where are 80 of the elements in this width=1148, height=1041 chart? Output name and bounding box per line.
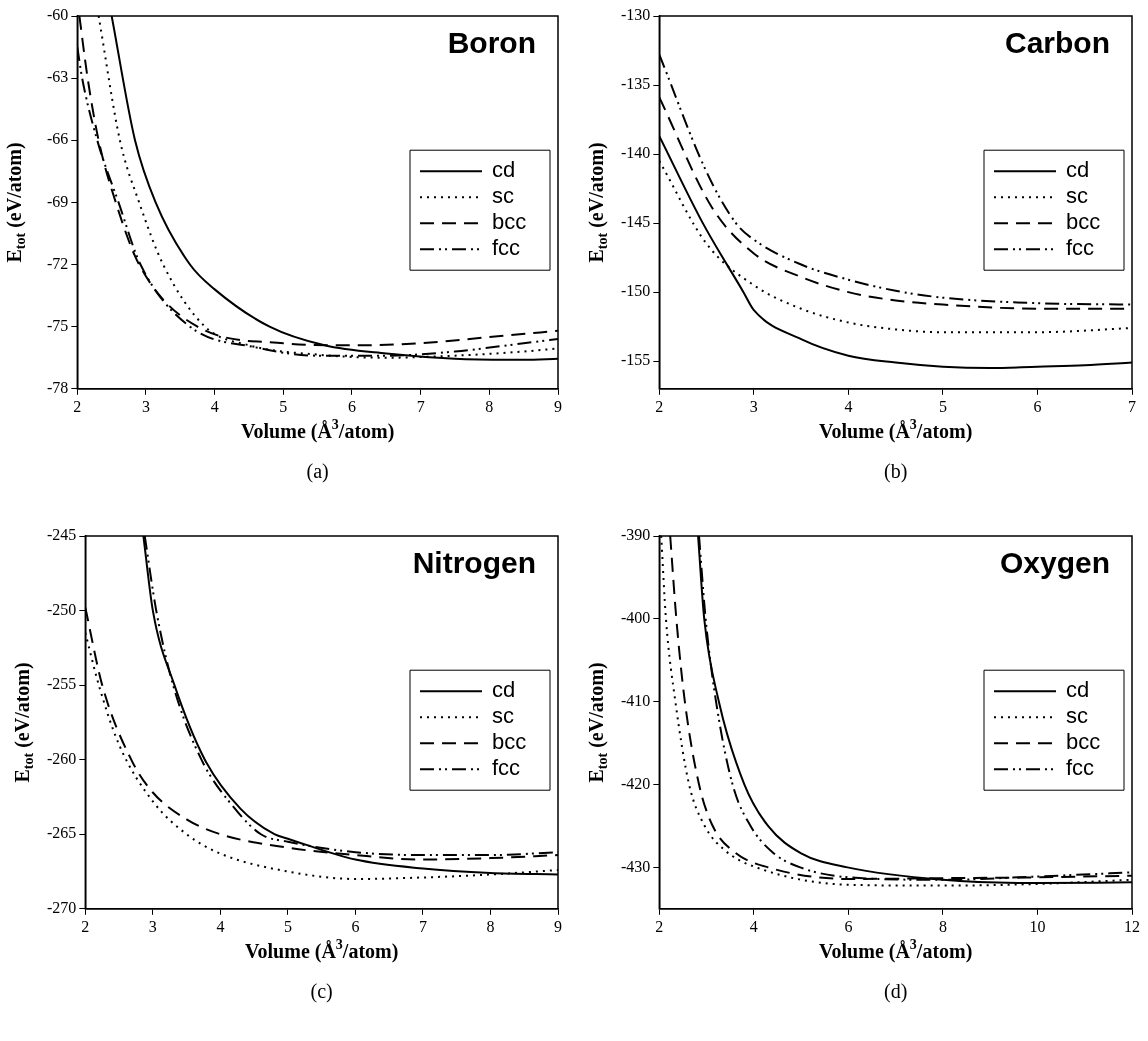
- y-tick-label: -135: [621, 75, 651, 93]
- chart-title: Boron: [447, 26, 536, 60]
- x-tick-label: 4: [210, 397, 219, 415]
- legend-label: fcc: [492, 235, 521, 261]
- y-tick-label: -390: [621, 526, 651, 544]
- y-tick-label: -140: [621, 144, 651, 162]
- x-tick-label: 2: [655, 917, 664, 935]
- y-tick-label: -260: [47, 749, 77, 767]
- y-tick-label: -63: [47, 68, 69, 86]
- y-tick-label: -69: [47, 192, 69, 210]
- text: (d): [884, 980, 908, 1004]
- legend-label: cd: [492, 157, 516, 183]
- text: (c): [310, 980, 333, 1004]
- x-tick-label: 7: [1128, 397, 1136, 415]
- legend-label: fcc: [492, 755, 521, 781]
- x-tick-label: 2: [73, 397, 82, 415]
- y-tick-label: -75: [47, 316, 69, 334]
- legend-label: bcc: [1066, 209, 1101, 235]
- chart-title: Nitrogen: [412, 546, 536, 580]
- y-tick-label: -245: [47, 526, 77, 544]
- y-tick-label: -72: [47, 254, 69, 272]
- legend-label: sc: [1066, 183, 1088, 209]
- text: (b): [884, 460, 908, 484]
- x-tick-label: 2: [81, 917, 90, 935]
- y-tick-label: -60: [47, 6, 69, 24]
- legend-label: bcc: [492, 209, 527, 235]
- x-tick-label: 6: [844, 917, 853, 935]
- y-axis-title: Etot (eV/atom): [584, 142, 610, 263]
- x-tick-label: 8: [485, 397, 494, 415]
- x-tick-label: 5: [938, 397, 947, 415]
- x-tick-label: 5: [283, 917, 292, 935]
- x-tick-label: 4: [844, 397, 853, 415]
- x-tick-label: 8: [938, 917, 947, 935]
- text: (a): [306, 460, 329, 484]
- x-tick-label: 7: [416, 397, 425, 415]
- x-tick-label: 3: [142, 397, 150, 415]
- legend-label: bcc: [1066, 729, 1101, 755]
- y-tick-label: -150: [621, 282, 651, 300]
- y-tick-label: -265: [47, 824, 77, 842]
- x-tick-label: 12: [1124, 917, 1140, 935]
- chart-title: Carbon: [1005, 26, 1110, 60]
- x-tick-label: 10: [1029, 917, 1046, 935]
- y-tick-label: -430: [621, 857, 651, 875]
- legend-label: cd: [1066, 677, 1090, 703]
- y-tick-label: -420: [621, 774, 651, 792]
- x-tick-label: 5: [279, 397, 288, 415]
- legend-label: fcc: [1066, 755, 1095, 781]
- y-tick-label: -400: [621, 609, 651, 627]
- legend-label: sc: [492, 703, 514, 729]
- y-tick-label: -270: [47, 899, 77, 916]
- legend-label: sc: [492, 183, 514, 209]
- x-tick-label: 6: [1033, 397, 1042, 415]
- x-tick-label: 4: [216, 917, 225, 935]
- legend-label: bcc: [492, 729, 527, 755]
- x-tick-label: 6: [348, 397, 356, 415]
- y-tick-label: -250: [47, 600, 77, 618]
- legend-label: sc: [1066, 703, 1088, 729]
- y-tick-label: -255: [47, 675, 77, 693]
- y-tick-label: -145: [621, 213, 651, 231]
- x-tick-label: 3: [148, 917, 157, 935]
- legend-label: cd: [1066, 157, 1090, 183]
- legend-label: fcc: [1066, 235, 1095, 261]
- y-tick-label: -66: [47, 130, 69, 148]
- y-axis-title: Etot (eV/atom): [2, 142, 28, 263]
- x-tick-label: 9: [554, 397, 562, 415]
- y-axis-title: Etot (eV/atom): [584, 662, 610, 783]
- x-tick-label: 8: [486, 917, 495, 935]
- legend-label: cd: [492, 677, 516, 703]
- y-tick-label: -155: [621, 351, 651, 369]
- x-tick-label: 2: [655, 397, 664, 415]
- y-tick-label: -410: [621, 691, 651, 709]
- chart-title: Oxygen: [999, 546, 1110, 580]
- x-tick-label: 9: [554, 917, 562, 935]
- y-tick-label: -78: [47, 379, 69, 396]
- y-tick-label: -130: [621, 6, 651, 24]
- x-tick-label: 6: [351, 917, 360, 935]
- x-tick-label: 7: [418, 917, 427, 935]
- x-tick-label: 4: [749, 917, 758, 935]
- y-axis-title: Etot (eV/atom): [10, 662, 36, 783]
- x-tick-label: 3: [749, 397, 758, 415]
